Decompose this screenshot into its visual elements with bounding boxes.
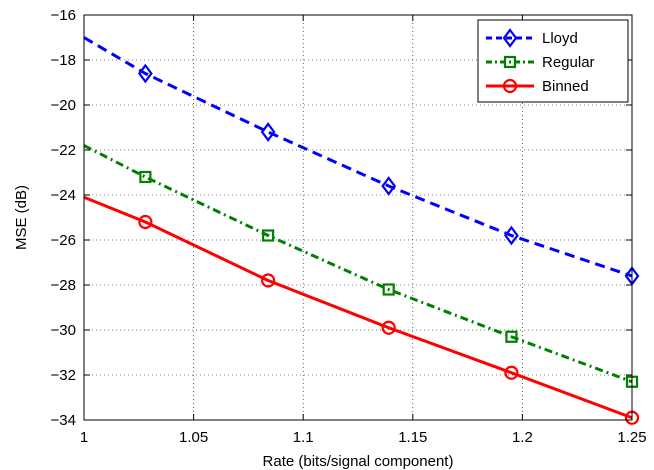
y-tick-label: −22 bbox=[51, 142, 76, 159]
data-point-lloyd bbox=[504, 225, 519, 246]
x-tick-label: 1.15 bbox=[398, 429, 427, 446]
series-line-lloyd bbox=[83, 36, 633, 278]
tick-labels: 1 1.05 1.1 1.15 1.2 1.25 −34 −32 −30 −28 −26 −24 −22… bbox=[51, 7, 647, 446]
y-tick-label: −30 bbox=[51, 322, 76, 339]
legend: Lloyd Regular Binned bbox=[477, 19, 629, 103]
data-point-regular bbox=[262, 229, 275, 242]
data-point-binned bbox=[504, 365, 519, 380]
legend-label: Lloyd bbox=[542, 30, 578, 47]
x-axis-label: Rate (bits/signal component) bbox=[263, 453, 454, 470]
data-point-regular bbox=[382, 283, 395, 296]
legend-item-binned: Binned bbox=[486, 78, 589, 95]
series-regular bbox=[83, 144, 639, 388]
y-tick-label: −18 bbox=[51, 52, 76, 69]
x-tick-label: 1.2 bbox=[512, 429, 533, 446]
y-tick-label: −16 bbox=[51, 7, 76, 24]
y-tick-label: −34 bbox=[51, 412, 76, 429]
legend-marker bbox=[503, 55, 517, 69]
data-point-regular bbox=[505, 330, 518, 343]
series-binned bbox=[83, 195, 640, 425]
y-tick-label: −26 bbox=[51, 232, 76, 249]
series-line-binned bbox=[83, 195, 633, 420]
data-point-binned bbox=[261, 273, 276, 288]
legend-marker bbox=[502, 78, 518, 94]
y-tick-label: −24 bbox=[51, 187, 76, 204]
ticks bbox=[83, 14, 633, 421]
data-point-lloyd bbox=[260, 122, 276, 142]
x-tick-label: 1.1 bbox=[293, 429, 314, 446]
legend-item-lloyd: Lloyd bbox=[486, 28, 578, 48]
data-point-binned bbox=[381, 320, 396, 335]
series-layer bbox=[83, 36, 640, 425]
data-point-regular bbox=[139, 170, 152, 184]
y-tick-label: −20 bbox=[51, 97, 76, 114]
data-point-lloyd bbox=[138, 63, 153, 84]
data-point-lloyd bbox=[381, 176, 397, 196]
x-tick-label: 1 bbox=[80, 429, 88, 446]
legend-label: Regular bbox=[542, 54, 595, 71]
data-point-binned bbox=[138, 214, 153, 230]
plot-frame bbox=[83, 14, 633, 421]
y-tick-label: −28 bbox=[51, 277, 76, 294]
series-lloyd bbox=[83, 36, 640, 286]
legend-label: Binned bbox=[542, 78, 589, 95]
series-line-regular bbox=[83, 144, 633, 384]
legend-marker bbox=[502, 28, 518, 48]
y-tick-label: −32 bbox=[51, 367, 76, 384]
y-axis-label: MSE (dB) bbox=[13, 185, 30, 250]
legend-item-regular: Regular bbox=[486, 54, 595, 71]
x-tick-label: 1.05 bbox=[179, 429, 208, 446]
x-tick-label: 1.25 bbox=[617, 429, 646, 446]
